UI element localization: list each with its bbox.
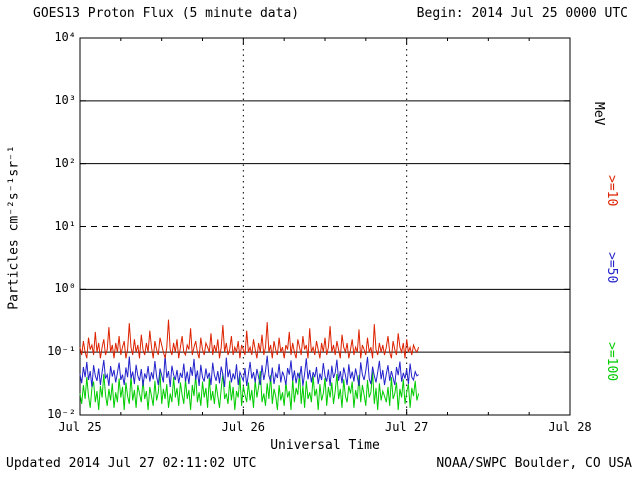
y-tick-label: 10¹ (54, 218, 76, 233)
flux-series-100 (79, 371, 420, 411)
y-tick-label: 10³ (54, 92, 76, 107)
begin-time-label: Begin: 2014 Jul 25 0000 UTC (416, 6, 628, 21)
y-tick-label: 10⁻² (47, 407, 76, 421)
right-axis-unit-label: MeV (591, 102, 606, 126)
y-tick-label: 10² (54, 155, 76, 170)
x-tick-label: Jul 27 (384, 420, 429, 434)
x-tick-label: Jul 28 (548, 420, 592, 434)
x-axis-label: Universal Time (270, 438, 380, 453)
y-tick-label: 10⁻¹ (47, 344, 76, 359)
legend-ge100-label: >=100 (604, 342, 619, 382)
x-tick-label: Jul 25 (58, 420, 102, 434)
plot-border (79, 37, 571, 416)
legend-ge50-label: >=50 (604, 252, 619, 284)
x-tick-label: Jul 26 (221, 420, 265, 434)
flux-series-10 (79, 319, 420, 359)
legend-ge10-label: >=10 (604, 175, 619, 207)
chart-title: GOES13 Proton Flux (5 minute data) (33, 6, 300, 21)
y-axis-label: Particles cm⁻²s⁻¹sr⁻¹ (6, 145, 22, 310)
y-tick-label: 10⁴ (54, 30, 76, 44)
flux-series-50 (79, 354, 419, 387)
updated-timestamp: Updated 2014 Jul 27 02:11:02 UTC (6, 456, 257, 471)
credit-label: NOAA/SWPC Boulder, CO USA (436, 456, 632, 471)
y-tick-label: 10⁰ (54, 281, 76, 296)
